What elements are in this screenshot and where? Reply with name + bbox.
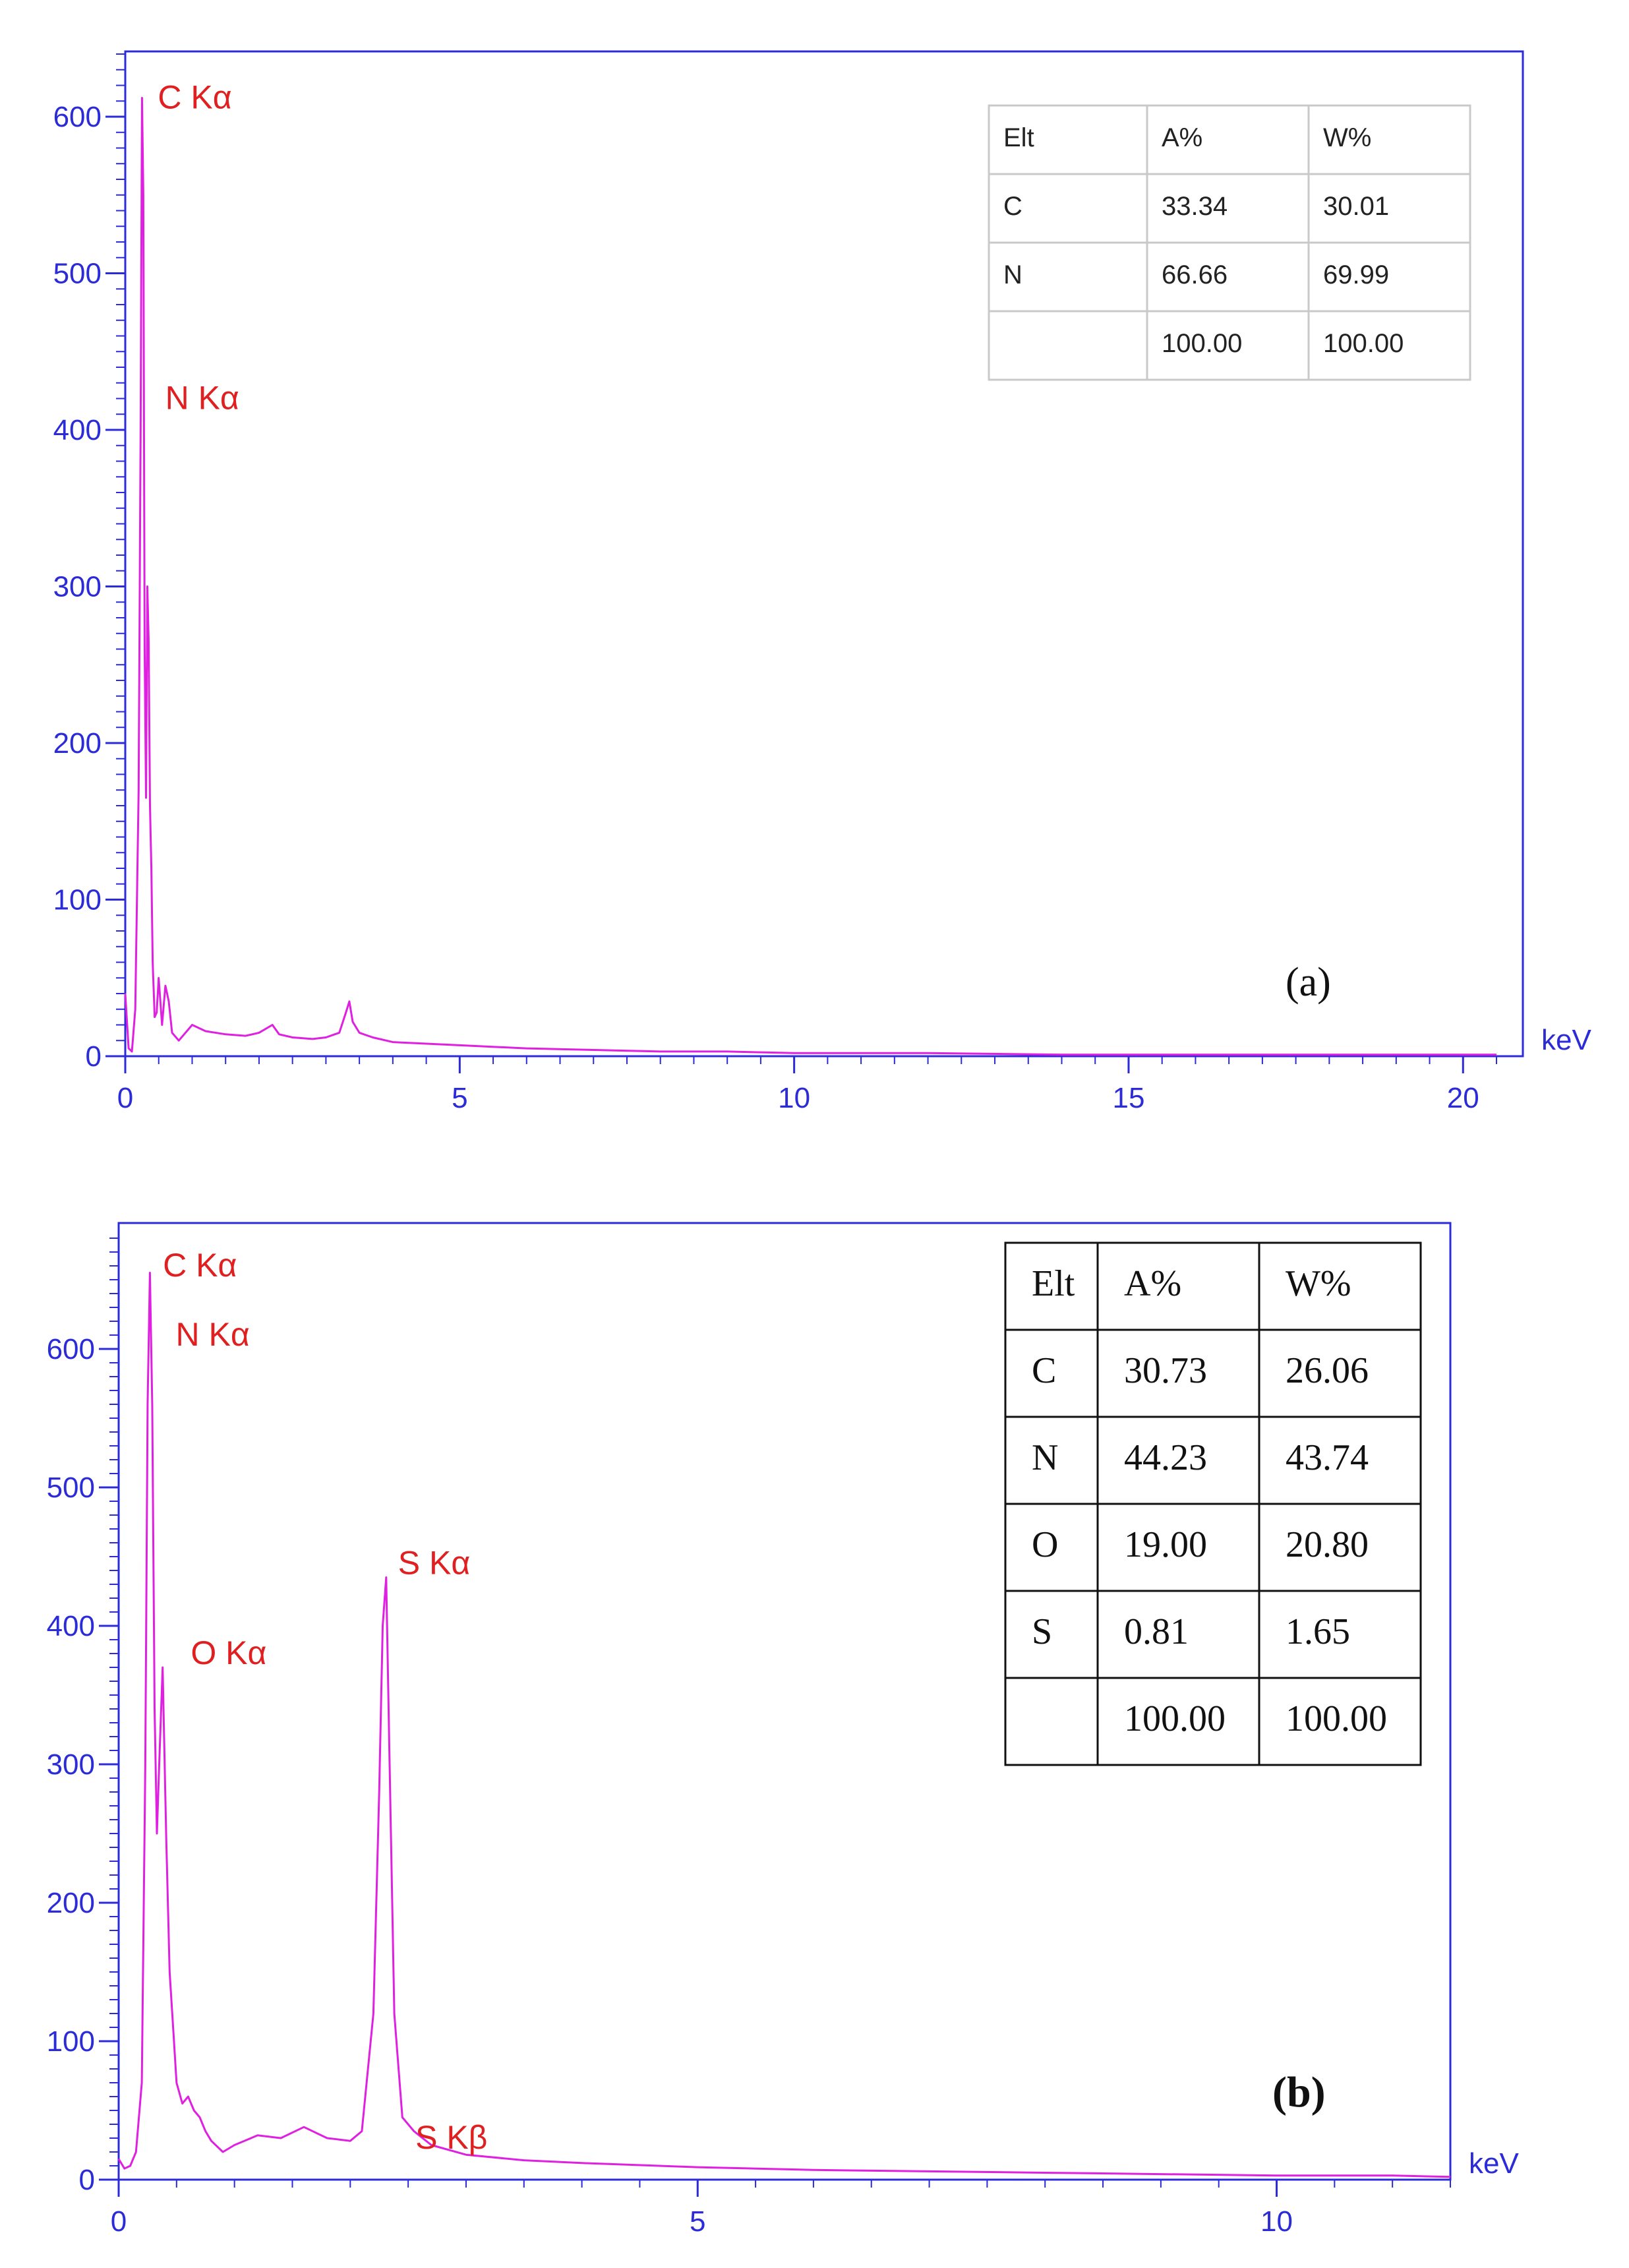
plot-frame [117, 1222, 1452, 2181]
x-unit-label: keV [1469, 2147, 1519, 2180]
x-tick-label: 10 [1260, 2205, 1293, 2238]
y-tick-label: 400 [53, 414, 102, 446]
table-cell: O [1032, 1524, 1058, 1565]
y-tick-label: 300 [47, 1748, 95, 1781]
x-tick-label: 15 [1112, 1082, 1144, 1114]
y-tick-label: 100 [47, 2025, 95, 2058]
table-header-cell: W% [1286, 1263, 1351, 1304]
x-tick-label: 10 [778, 1082, 810, 1114]
table-cell: 19.00 [1124, 1524, 1207, 1565]
x-unit-label: keV [1541, 1024, 1591, 1056]
table-cell: 44.23 [1124, 1437, 1207, 1478]
peak-label: N Kα [165, 380, 239, 417]
table-cell: 100.00 [1286, 1698, 1387, 1739]
peak-label: C Kα [158, 79, 231, 116]
spectrum-panel-a: 0 100 200 300 400 500 600 0 5 10 15 20 keV C Kα N Kα (a… [53, 50, 1591, 1114]
table-cell: 26.06 [1286, 1350, 1369, 1391]
x-tick-label: 0 [117, 1082, 133, 1114]
table-cell: 1.65 [1286, 1611, 1350, 1652]
table-cell: 66.66 [1162, 260, 1228, 289]
y-tick-label: 0 [79, 2164, 95, 2196]
y-tick-label: 200 [53, 727, 102, 760]
composition-table: Elt A% W% C 30.73 26.06 N 44.23 43.74 O 19.00 20.80… [1004, 1241, 1422, 1766]
y-tick-label: 500 [53, 258, 102, 290]
table-cell: C [1003, 192, 1022, 221]
composition-table: Elt A% W% C 33.34 30.01 N 66.66 69.99 100.00 100.0… [988, 104, 1471, 381]
peak-label: S Kβ [415, 2119, 487, 2156]
table-cell: 0.81 [1124, 1611, 1189, 1652]
x-tick-label: 5 [690, 2205, 705, 2238]
table-cell: N [1003, 260, 1022, 289]
y-tick-label: 500 [47, 1472, 95, 1504]
y-tick-label: 300 [53, 571, 102, 603]
y-tick-label: 400 [47, 1610, 95, 1642]
x-tick-label: 5 [452, 1082, 467, 1114]
table-header-cell: W% [1323, 123, 1371, 152]
plot-frame [124, 50, 1524, 1058]
panel-label: (a) [1286, 960, 1331, 1005]
table-cell: S [1032, 1611, 1052, 1652]
table-cell: 30.73 [1124, 1350, 1207, 1391]
panel-label: (b) [1272, 2068, 1326, 2116]
table-cell: 100.00 [1323, 329, 1404, 358]
y-tick-label: 600 [53, 101, 102, 133]
table-cell: 100.00 [1162, 329, 1242, 358]
y-tick-label: 100 [53, 884, 102, 916]
peak-label: O Kα [191, 1634, 266, 1671]
spectrum-panel-b: 0 100 200 300 400 500 600 0 5 10 keV C Kα N Kα O Kα S … [47, 1222, 1519, 2238]
y-tick-label: 600 [47, 1333, 95, 1365]
table-cell: 69.99 [1323, 260, 1389, 289]
x-tick-label: 20 [1447, 1082, 1479, 1114]
spectrum-line [124, 97, 1496, 1056]
table-header-cell: Elt [1032, 1263, 1075, 1304]
spectrum-line [117, 1272, 1451, 2178]
peak-label: S Kα [398, 1545, 471, 1582]
table-cell: 43.74 [1286, 1437, 1369, 1478]
y-tick-label: 0 [86, 1040, 102, 1073]
table-cell: 30.01 [1323, 192, 1389, 221]
table-cell: N [1032, 1437, 1058, 1478]
y-tick-label: 200 [47, 1887, 95, 1919]
table-cell: C [1032, 1350, 1056, 1391]
table-cell: 100.00 [1124, 1698, 1226, 1739]
table-header-cell: Elt [1003, 123, 1034, 152]
peak-label: C Kα [163, 1247, 237, 1284]
table-cell: 20.80 [1286, 1524, 1369, 1565]
table-cell: 33.34 [1162, 192, 1228, 221]
table-header-cell: A% [1124, 1263, 1181, 1304]
x-tick-label: 0 [111, 2205, 127, 2238]
table-header-cell: A% [1162, 123, 1202, 152]
peak-label: N Kα [176, 1316, 250, 1353]
